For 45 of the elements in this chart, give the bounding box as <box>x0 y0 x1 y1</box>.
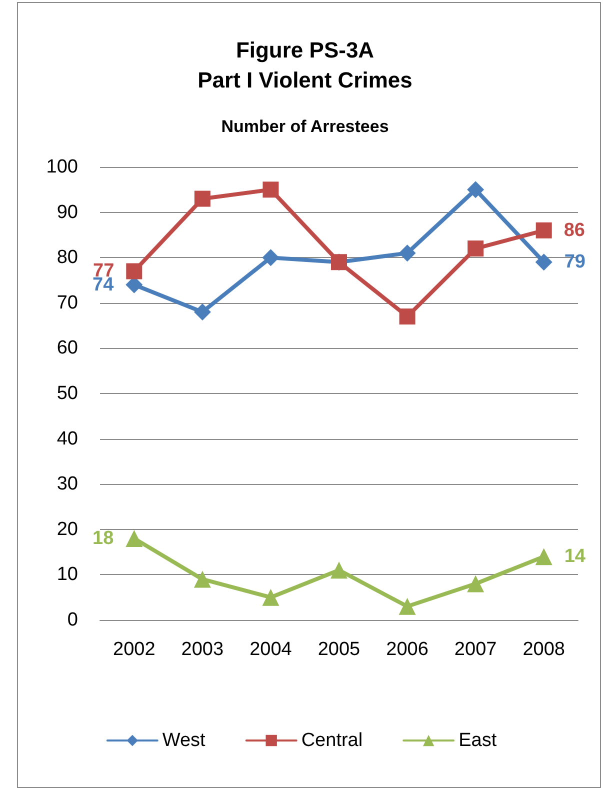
x-tick-label: 2004 <box>250 639 292 660</box>
chart-title: Figure PS-3A Part I Violent Crimes <box>198 38 412 92</box>
y-tick-label: 0 <box>67 610 78 630</box>
data-label: 18 <box>92 528 114 549</box>
point <box>262 182 279 198</box>
chart-subtitle: Number of Arrestees <box>221 117 389 136</box>
point <box>398 598 416 615</box>
x-tick-label: 2006 <box>386 639 428 660</box>
point <box>262 249 280 266</box>
point <box>126 263 142 280</box>
point <box>194 303 211 320</box>
legend-label: East <box>458 730 498 751</box>
point <box>535 548 552 566</box>
y-tick-label: 60 <box>56 338 78 359</box>
point <box>399 308 416 324</box>
y-tick-label: 20 <box>56 518 78 540</box>
data-label: 79 <box>564 252 586 273</box>
y-tick-label: 100 <box>46 156 78 178</box>
point <box>535 254 552 271</box>
data-label: 14 <box>564 546 586 568</box>
point <box>467 181 484 198</box>
point <box>194 190 210 207</box>
data-label: 86 <box>564 220 585 241</box>
y-tick-label: 40 <box>56 428 78 450</box>
y-tick-label: 30 <box>56 474 78 495</box>
y-tick-label: 50 <box>56 383 78 404</box>
point <box>536 222 552 238</box>
x-tick-label: 2008 <box>522 639 565 660</box>
point <box>262 588 280 606</box>
point <box>330 562 348 579</box>
point <box>398 244 416 262</box>
x-tick-label: 2007 <box>454 639 497 660</box>
x-tick-label: 2002 <box>113 639 156 660</box>
x-tick-label: 2005 <box>318 639 360 660</box>
y-tick-label: 90 <box>56 202 78 223</box>
point <box>126 530 143 547</box>
x-tick-label: 2003 <box>181 639 224 660</box>
y-tick-label: 70 <box>56 292 78 314</box>
y-tick-label: 10 <box>56 564 78 586</box>
point <box>194 570 211 588</box>
legend-label: Central <box>301 730 363 751</box>
point <box>467 575 484 592</box>
point <box>468 240 484 257</box>
y-tick-label: 80 <box>56 247 78 268</box>
legend-label: West <box>162 730 206 751</box>
